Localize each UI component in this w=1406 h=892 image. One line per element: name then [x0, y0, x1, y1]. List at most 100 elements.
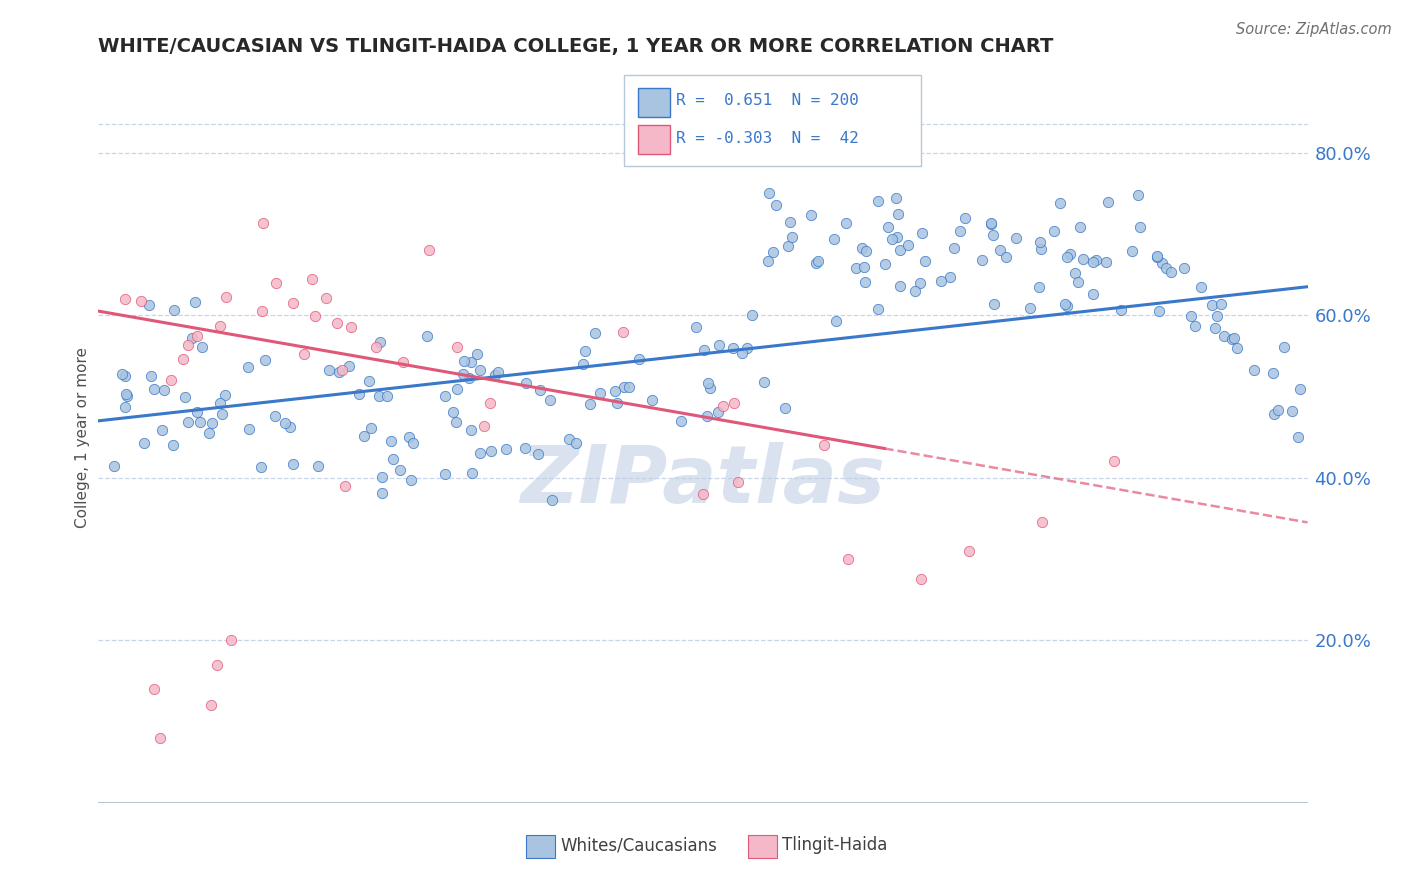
Point: [172, 351, 194, 366]
Point: [696, 409, 718, 424]
Point: [948, 224, 970, 238]
Point: [1212, 329, 1234, 343]
Point: [392, 355, 415, 369]
Point: [201, 416, 224, 430]
Point: [238, 360, 260, 375]
Point: [444, 415, 467, 429]
Point: [451, 368, 474, 382]
Point: [434, 388, 457, 402]
Point: [589, 386, 612, 401]
Point: [565, 436, 588, 450]
Point: [214, 387, 236, 401]
Point: [606, 395, 628, 409]
Point: [328, 365, 350, 379]
Point: [613, 380, 636, 394]
Text: Source: ZipAtlas.com: Source: ZipAtlas.com: [1236, 22, 1392, 37]
Point: [1042, 224, 1064, 238]
Point: [1059, 247, 1081, 261]
Point: [778, 239, 800, 253]
Point: [529, 383, 551, 397]
Point: [281, 295, 304, 310]
Point: [304, 310, 326, 324]
Point: [813, 438, 835, 452]
Point: [773, 401, 796, 416]
Point: [468, 362, 491, 376]
Point: [114, 368, 136, 383]
Point: [762, 244, 785, 259]
Point: [1056, 250, 1078, 264]
Point: [333, 479, 356, 493]
Point: [1226, 341, 1249, 355]
Point: [1069, 220, 1091, 235]
Point: [340, 320, 363, 334]
Point: [208, 319, 231, 334]
Point: [983, 297, 1005, 311]
Point: [910, 572, 932, 586]
Point: [207, 657, 229, 672]
Point: [758, 186, 780, 201]
Point: [325, 316, 347, 330]
Point: [1189, 280, 1212, 294]
Point: [353, 429, 375, 443]
Point: [1019, 301, 1042, 316]
Point: [914, 253, 936, 268]
Point: [115, 389, 138, 403]
Point: [238, 422, 260, 436]
Point: [370, 485, 392, 500]
Point: [953, 211, 976, 225]
Point: [1081, 287, 1104, 301]
Point: [461, 466, 484, 480]
Point: [368, 334, 391, 349]
Point: [995, 250, 1018, 264]
Point: [1053, 297, 1076, 311]
Point: [219, 633, 242, 648]
Point: [875, 257, 897, 271]
Text: Tlingit-Haida: Tlingit-Haida: [782, 836, 887, 855]
FancyBboxPatch shape: [748, 835, 776, 858]
Point: [301, 271, 323, 285]
Point: [250, 460, 273, 475]
Point: [307, 459, 329, 474]
Point: [162, 438, 184, 452]
Point: [765, 198, 787, 212]
Point: [103, 459, 125, 474]
Point: [143, 382, 166, 396]
Point: [970, 252, 993, 267]
Point: [468, 446, 491, 460]
Text: R =  0.651  N = 200: R = 0.651 N = 200: [676, 93, 859, 108]
Point: [198, 425, 221, 440]
Point: [460, 423, 482, 437]
Point: [866, 301, 889, 316]
Point: [904, 284, 927, 298]
Point: [200, 698, 222, 713]
Point: [318, 362, 340, 376]
Point: [897, 237, 920, 252]
Point: [981, 227, 1004, 242]
Point: [191, 340, 214, 354]
Point: [1267, 403, 1289, 417]
Point: [162, 302, 184, 317]
Point: [980, 216, 1002, 230]
Point: [515, 376, 537, 390]
Text: WHITE/CAUCASIAN VS TLINGIT-HAIDA COLLEGE, 1 YEAR OR MORE CORRELATION CHART: WHITE/CAUCASIAN VS TLINGIT-HAIDA COLLEGE…: [98, 37, 1053, 56]
Point: [388, 463, 411, 477]
FancyBboxPatch shape: [624, 75, 921, 167]
Point: [186, 328, 208, 343]
Point: [1281, 404, 1303, 418]
Point: [1201, 298, 1223, 312]
Point: [382, 452, 405, 467]
Point: [152, 424, 174, 438]
Point: [209, 396, 232, 410]
Point: [929, 274, 952, 288]
Point: [731, 346, 754, 360]
Point: [727, 475, 749, 489]
Point: [735, 341, 758, 355]
Point: [887, 207, 910, 221]
Point: [138, 298, 160, 312]
Point: [957, 544, 980, 558]
Point: [446, 340, 468, 354]
Point: [574, 344, 596, 359]
Point: [707, 338, 730, 352]
Point: [855, 244, 877, 258]
Point: [1272, 340, 1295, 354]
